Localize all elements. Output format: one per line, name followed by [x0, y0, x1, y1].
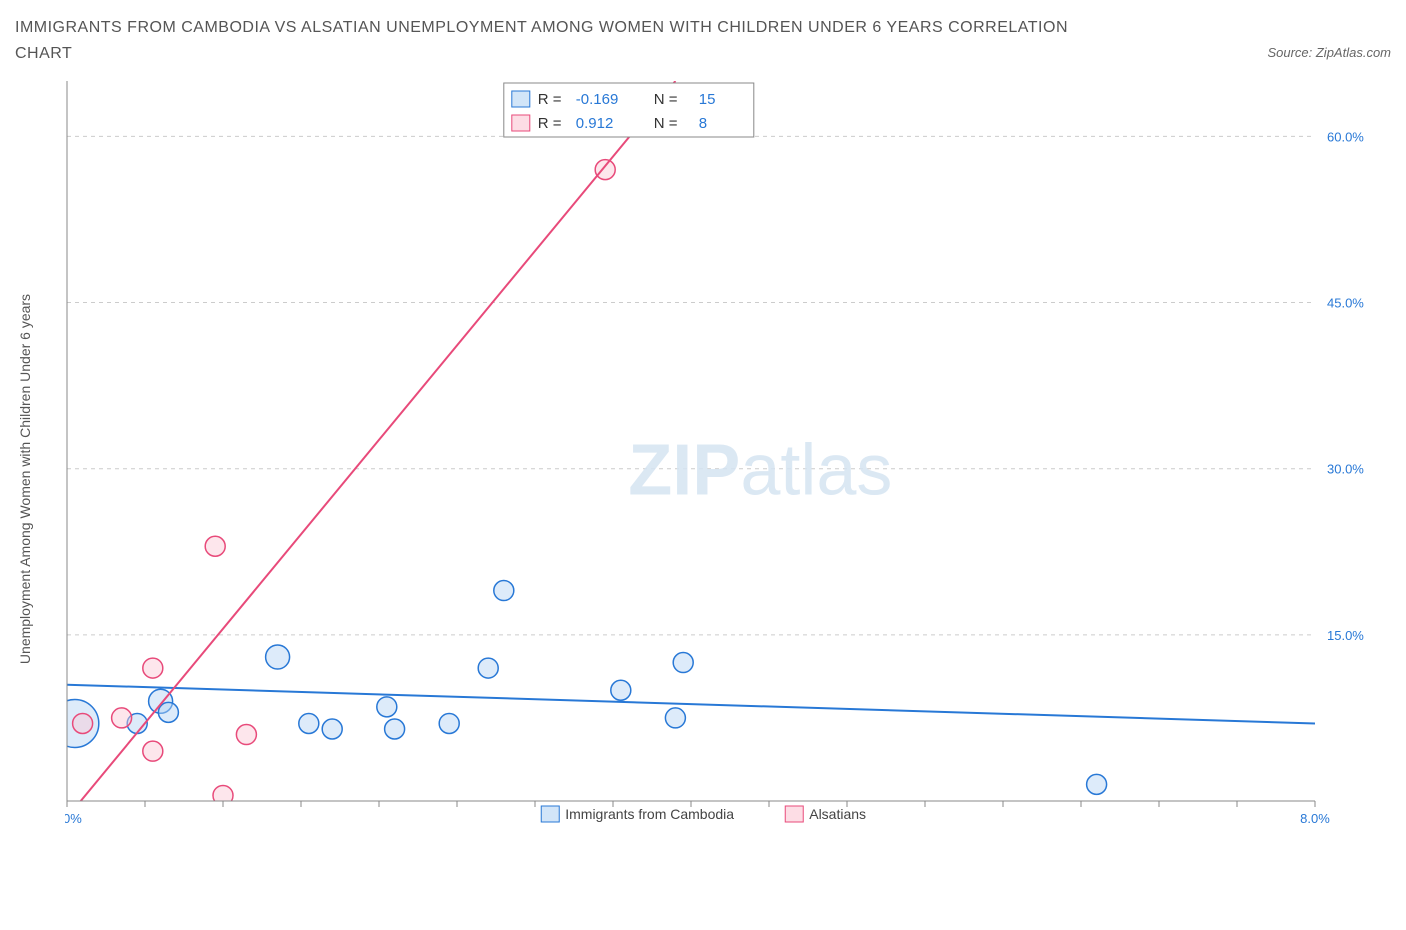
- x-tick-label: 0.0%: [65, 811, 82, 826]
- data-point: [439, 714, 459, 734]
- data-point: [158, 703, 178, 723]
- plot-container: 15.0% 30.0% 45.0% 60.0% ZIPatlas 0.0% 8.0% R =-…: [65, 71, 1391, 871]
- data-point: [266, 645, 290, 669]
- stats-r-label: R =: [538, 91, 562, 108]
- data-point: [1087, 775, 1107, 795]
- data-point: [112, 708, 132, 728]
- stats-n-label: N =: [654, 115, 678, 132]
- data-point: [205, 536, 225, 556]
- y-tick-label: 15.0%: [1327, 628, 1364, 643]
- y-tick-label: 30.0%: [1327, 462, 1364, 477]
- x-tick-label: 8.0%: [1300, 811, 1330, 826]
- data-point: [299, 714, 319, 734]
- data-point: [322, 719, 342, 739]
- legend-label: Alsatians: [809, 806, 866, 822]
- y-axis-label: Unemployment Among Women with Children U…: [17, 294, 33, 664]
- data-point: [611, 680, 631, 700]
- y-tick-label: 60.0%: [1327, 130, 1364, 145]
- stats-n-label: N =: [654, 91, 678, 108]
- data-point: [385, 719, 405, 739]
- trend-line: [67, 81, 675, 818]
- stats-swatch: [512, 115, 530, 131]
- stats-n-value: 8: [699, 115, 707, 132]
- stats-r-value: -0.169: [576, 91, 619, 108]
- stats-swatch: [512, 91, 530, 107]
- correlation-scatter-chart: 15.0% 30.0% 45.0% 60.0% ZIPatlas 0.0% 8.0% R =-…: [65, 71, 1375, 871]
- chart-title: IMMIGRANTS FROM CAMBODIA VS ALSATIAN UNE…: [15, 15, 1115, 66]
- stats-r-label: R =: [538, 115, 562, 132]
- legend-label: Immigrants from Cambodia: [565, 806, 734, 822]
- data-point: [595, 160, 615, 180]
- stats-n-value: 15: [699, 91, 716, 108]
- y-tick-label: 45.0%: [1327, 296, 1364, 311]
- legend-swatch: [785, 806, 803, 822]
- source-label: Source: ZipAtlas.com: [1267, 45, 1391, 60]
- trend-line: [67, 685, 1315, 724]
- stats-r-value: 0.912: [576, 115, 614, 132]
- data-point: [494, 581, 514, 601]
- data-point: [478, 658, 498, 678]
- data-point: [377, 697, 397, 717]
- data-point: [673, 653, 693, 673]
- watermark: ZIPatlas: [628, 431, 892, 511]
- data-point: [73, 714, 93, 734]
- data-point: [236, 725, 256, 745]
- legend-swatch: [541, 806, 559, 822]
- data-point: [143, 658, 163, 678]
- data-point: [665, 708, 685, 728]
- data-point: [143, 741, 163, 761]
